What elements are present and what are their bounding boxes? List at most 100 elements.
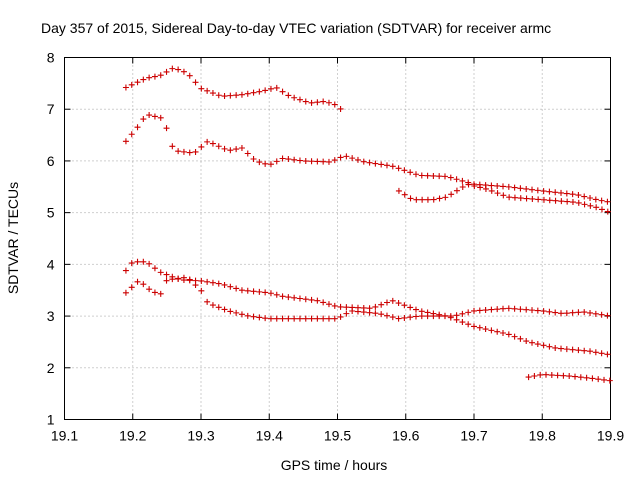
data-point (447, 174, 454, 181)
data-point (436, 195, 443, 202)
data-point (233, 285, 240, 292)
data-point (291, 294, 298, 301)
data-point (575, 347, 582, 354)
x-tick-label: 19.9 (597, 428, 624, 444)
data-point (221, 145, 228, 152)
data-point (477, 184, 484, 191)
data-point (540, 196, 547, 203)
data-point (157, 114, 164, 121)
data-point (285, 315, 292, 322)
data-point (296, 157, 303, 164)
data-point (128, 284, 135, 291)
data-point (314, 99, 321, 106)
data-point (418, 172, 425, 179)
data-point (548, 372, 555, 379)
series-satellite-f (525, 371, 613, 384)
data-point (424, 313, 431, 320)
data-point (331, 101, 338, 108)
data-point (453, 312, 460, 319)
data-point (540, 188, 547, 195)
data-point (169, 276, 176, 283)
data-point (273, 158, 280, 165)
y-tick-label: 1 (47, 412, 55, 428)
data-point (140, 116, 147, 123)
data-point (505, 305, 512, 312)
data-point (192, 79, 199, 86)
series-satellite-c (395, 181, 611, 215)
data-point (482, 307, 489, 314)
data-point (198, 85, 205, 92)
x-tick-label: 19.6 (392, 428, 419, 444)
data-point (453, 176, 460, 183)
data-point (215, 280, 222, 287)
data-point (163, 68, 170, 75)
data-point (593, 204, 600, 211)
data-point (389, 297, 396, 304)
data-point (267, 290, 274, 297)
data-point (238, 145, 245, 151)
data-point (250, 89, 257, 96)
data-point (343, 153, 350, 160)
data-point (180, 148, 187, 155)
data-point (140, 76, 147, 83)
data-point (412, 306, 419, 313)
data-point (378, 301, 385, 308)
data-point (598, 350, 605, 357)
data-point (221, 306, 228, 313)
data-point (407, 314, 414, 321)
data-point (441, 313, 448, 320)
data-point (488, 306, 495, 313)
data-point (146, 286, 153, 293)
data-point (140, 281, 147, 288)
data-point (308, 158, 315, 165)
data-point (592, 196, 599, 203)
data-point (285, 156, 292, 163)
data-point (204, 278, 211, 285)
data-point (308, 296, 315, 303)
data-point (587, 202, 594, 209)
data-point (198, 287, 205, 294)
data-point (430, 196, 437, 203)
data-point (575, 309, 582, 316)
x-axis-label: GPS time / hours (281, 457, 388, 473)
data-point (186, 276, 193, 283)
data-point (604, 198, 611, 205)
data-point (238, 287, 245, 294)
data-point (531, 372, 538, 379)
x-tick-label: 19.4 (256, 428, 283, 444)
data-point (163, 271, 170, 278)
data-point (569, 191, 576, 198)
y-tick-label: 5 (47, 205, 55, 221)
data-point (587, 348, 594, 355)
data-point (424, 196, 431, 203)
data-point (560, 372, 567, 379)
data-point (285, 294, 292, 301)
y-tick-label: 3 (47, 308, 55, 324)
data-point (314, 315, 321, 322)
data-point (577, 374, 584, 381)
data-point (325, 99, 332, 106)
series-satellite-b (122, 112, 611, 205)
data-point (227, 147, 234, 154)
data-point (587, 309, 594, 316)
data-point (543, 371, 550, 378)
data-point (204, 138, 211, 145)
data-point (534, 341, 541, 348)
data-point (360, 309, 367, 316)
data-point (569, 199, 576, 206)
data-point (146, 260, 153, 267)
data-point (395, 165, 402, 172)
data-point (529, 195, 536, 202)
data-point (337, 303, 344, 310)
data-point (128, 260, 135, 267)
data-point (221, 281, 228, 288)
data-point (186, 72, 193, 79)
data-point (198, 143, 205, 150)
data-point (128, 81, 135, 88)
data-point (500, 183, 507, 190)
data-point (552, 197, 559, 204)
data-point (517, 335, 524, 342)
data-point (401, 167, 408, 174)
data-point (395, 300, 402, 307)
data-point (192, 282, 199, 289)
